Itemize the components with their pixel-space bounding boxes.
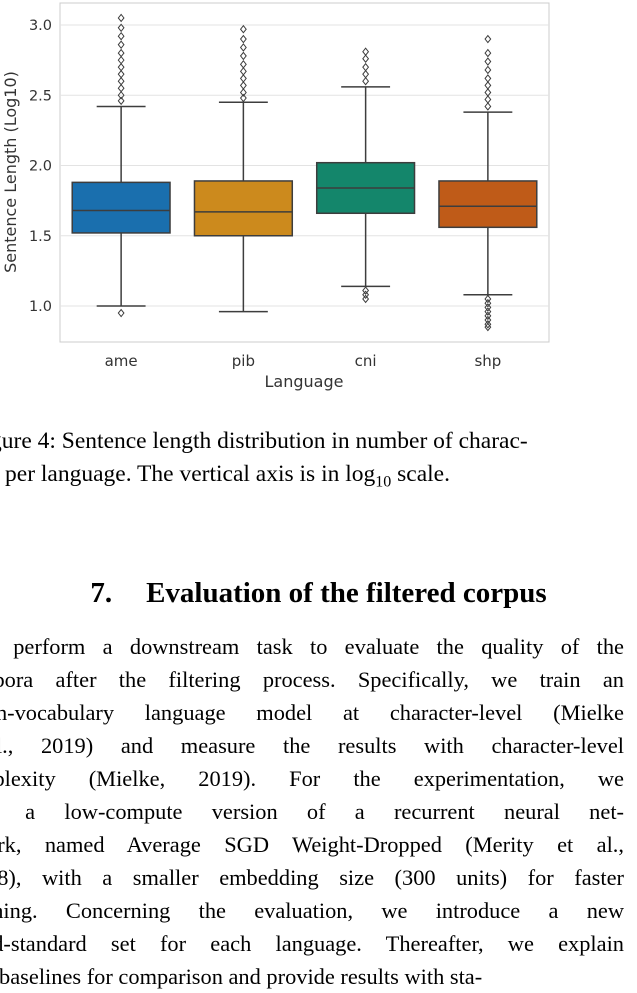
outlier-marker — [117, 23, 125, 33]
box-iqr — [438, 180, 538, 229]
outlier-marker — [117, 48, 125, 58]
outlier-marker — [484, 48, 492, 58]
body-line: e perform a downstream task to evaluate … — [0, 634, 624, 659]
box-iqr — [193, 180, 294, 237]
outlier-marker — [117, 90, 125, 100]
outlier-marker — [239, 88, 247, 97]
x-tick-label: cni — [355, 352, 377, 370]
box-pib — [193, 24, 294, 313]
body-line: ld-standard set for each language. There… — [0, 931, 624, 956]
y-tick-labels: 1.0 1.5 2.0 2.5 3.0 — [29, 18, 52, 315]
outlier-marker — [484, 95, 492, 104]
outlier-marker — [239, 24, 247, 34]
y-tick-label: 2.0 — [29, 159, 52, 175]
outlier-marker — [239, 67, 247, 76]
outlier-marker — [239, 81, 247, 90]
outlier-marker — [117, 96, 125, 106]
outlier-marker — [117, 55, 125, 65]
body-line: ork, named Average SGD Weight-Dropped (M… — [0, 832, 624, 857]
body-line: en-vocabulary language model at characte… — [0, 700, 624, 725]
x-tick-label: pib — [232, 352, 255, 370]
caption-line-1: gure 4: Sentence length distribution in … — [0, 428, 528, 454]
body-line: rplexity (Mielke, 2019). For the experim… — [0, 766, 624, 791]
outlier-marker — [362, 47, 370, 56]
body-line: rpora after the filtering process. Speci… — [0, 667, 624, 692]
outlier-marker — [239, 74, 247, 83]
x-tick-labels: ame pib cni shp — [105, 352, 502, 370]
caption-log-subscript: 10 — [375, 473, 392, 491]
box-ame — [71, 13, 171, 318]
body-line: 18), with a smaller embedding size (300 … — [0, 865, 624, 890]
outlier-marker — [484, 88, 492, 97]
y-tick-label: 3.0 — [29, 18, 52, 34]
body-line: ining. Concerning the evaluation, we int… — [0, 898, 624, 923]
outlier-marker — [117, 69, 125, 79]
boxes — [71, 13, 538, 332]
body-line: r baselines for comparison and provide r… — [0, 964, 483, 989]
x-tick-label: shp — [474, 352, 501, 370]
outlier-marker — [484, 294, 492, 304]
outlier-marker — [484, 322, 492, 332]
caption-line-2-text: s per language. The vertical axis is in … — [0, 461, 376, 487]
outlier-marker — [239, 43, 247, 52]
box-cni — [315, 47, 416, 304]
outlier-marker — [239, 51, 247, 61]
outlier-marker — [484, 74, 492, 83]
outlier-marker — [117, 83, 125, 93]
outlier-marker — [484, 34, 492, 44]
outlier-marker — [362, 54, 370, 64]
outlier-marker — [484, 319, 492, 329]
outlier-marker — [117, 13, 125, 23]
body-line: al., 2019) and measure the results with … — [0, 733, 624, 758]
outlier-marker — [239, 34, 247, 44]
outlier-marker — [484, 303, 492, 312]
box-plot-chart: 1.0 1.5 2.0 2.5 3.0 ame pib cni shp Language Se… — [1, 2, 550, 391]
y-tick-label: 2.5 — [29, 88, 52, 104]
outlier-marker — [362, 286, 370, 295]
y-tick-label: 1.5 — [29, 229, 52, 245]
figure-caption: gure 4: Sentence length distribution in … — [0, 425, 630, 499]
box-shp — [438, 34, 538, 332]
y-tick-label: 1.0 — [29, 299, 52, 315]
outlier-marker — [117, 62, 125, 72]
outlier-marker — [239, 93, 247, 103]
outlier-marker — [484, 311, 492, 321]
outlier-marker — [117, 31, 125, 41]
outlier-marker — [362, 62, 370, 72]
outlier-marker — [484, 307, 492, 316]
x-axis-label: Language — [265, 372, 344, 391]
gridlines — [60, 24, 549, 307]
outlier-marker — [484, 102, 492, 111]
section-title-text: Evaluation of the filtered corpus — [146, 577, 547, 609]
section-number: 7. — [90, 577, 113, 609]
outlier-marker — [117, 308, 125, 318]
caption-line-2-end: scale. — [391, 461, 450, 487]
outlier-marker — [484, 298, 492, 308]
outlier-marker — [484, 65, 492, 75]
body-paragraph: e perform a downstream task to evaluate … — [0, 630, 624, 993]
outlier-marker — [239, 60, 247, 69]
section-heading: 7. Evaluation of the filtered corpus — [0, 577, 637, 610]
box-iqr — [71, 181, 171, 234]
caption-line-2: s per language. The vertical axis is in … — [0, 458, 630, 499]
outlier-marker — [117, 76, 125, 86]
outlier-marker — [362, 69, 370, 79]
outlier-marker — [117, 40, 125, 49]
plot-area — [59, 2, 550, 343]
outlier-marker — [362, 76, 370, 86]
outlier-marker — [484, 57, 492, 66]
y-axis-label: Sentence Length (Log10) — [1, 71, 20, 273]
x-tick-label: ame — [105, 352, 138, 370]
outlier-marker — [484, 81, 492, 90]
outlier-marker — [362, 294, 370, 304]
body-line: e a low-compute version of a recurrent n… — [0, 799, 624, 824]
outlier-marker — [362, 290, 370, 300]
